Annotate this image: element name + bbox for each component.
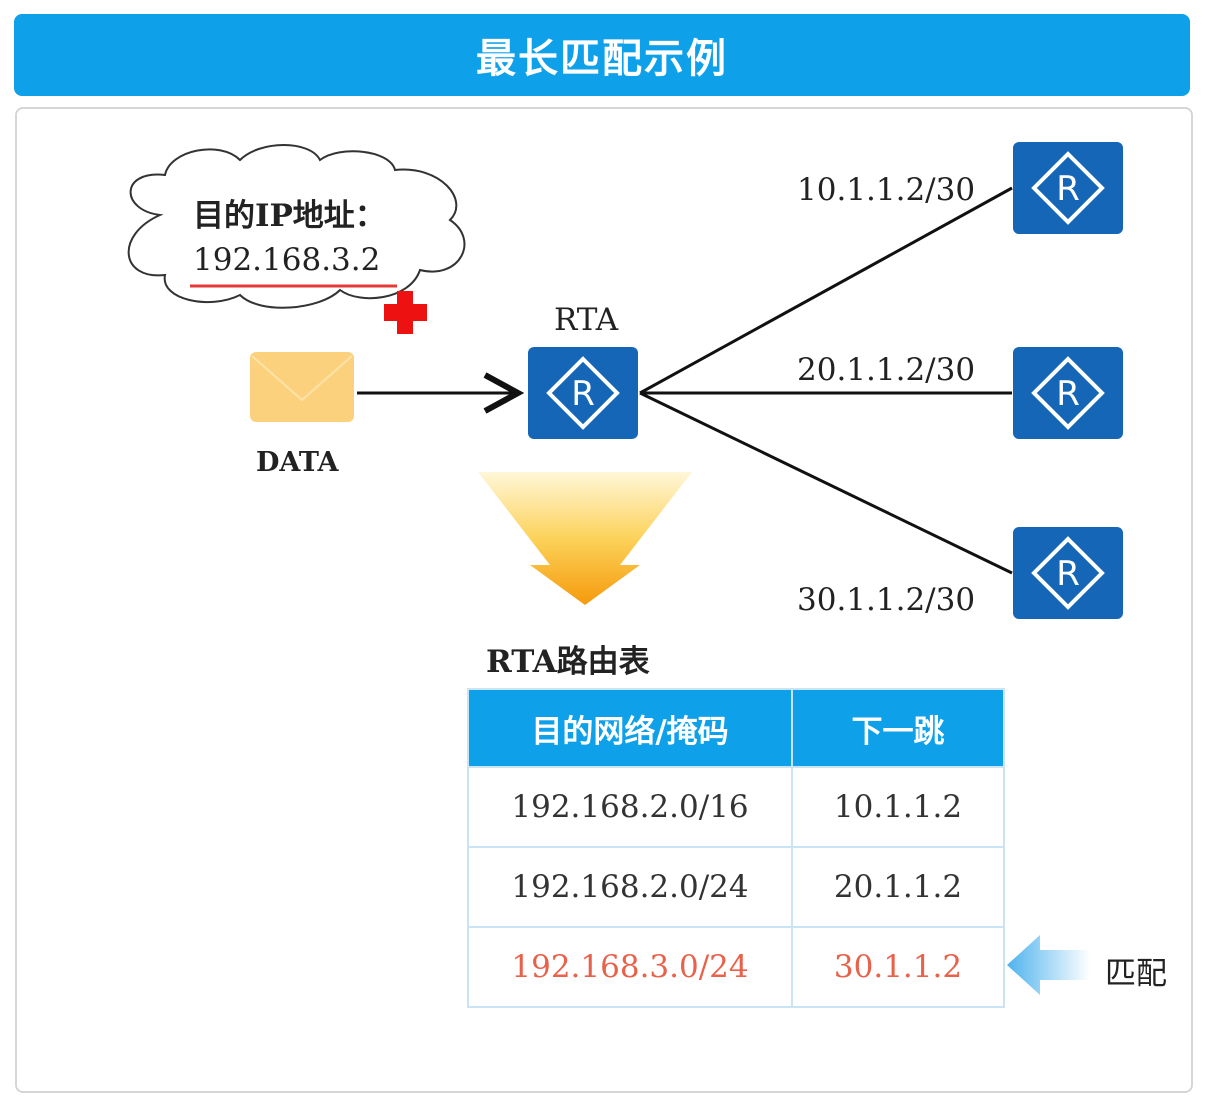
link-1 xyxy=(639,186,1013,395)
routing-table-caption: RTA路由表 xyxy=(486,644,650,680)
router-next-hop-1[interactable]: R xyxy=(1013,142,1123,234)
table-row-matched: 192.168.3.0/24 30.1.1.2 xyxy=(467,926,1005,1008)
router-next-hop-2[interactable]: R xyxy=(1013,347,1123,439)
match-arrow-icon xyxy=(1007,935,1090,995)
svg-text:R: R xyxy=(1056,554,1080,594)
router-icon: R xyxy=(1031,151,1105,225)
title-bar: 最长匹配示例 xyxy=(14,14,1190,96)
next-hop-cell: 30.1.1.2 xyxy=(791,926,1005,1008)
router-icon: R xyxy=(1031,536,1105,610)
link-2-address: 20.1.1.2/30 xyxy=(797,352,976,388)
table-header-row: 目的网络/掩码 下一跳 xyxy=(467,688,1005,768)
plus-icon xyxy=(384,291,427,334)
link-1-address: 10.1.1.2/30 xyxy=(797,172,976,208)
header-destination: 目的网络/掩码 xyxy=(467,688,793,768)
table-row: 192.168.2.0/16 10.1.1.2 xyxy=(467,766,1005,848)
packet-label: DATA xyxy=(256,447,339,478)
envelope-icon xyxy=(250,352,354,422)
svg-text:R: R xyxy=(1056,169,1080,209)
svg-text:R: R xyxy=(571,374,595,414)
destination-cell: 192.168.2.0/24 xyxy=(467,846,793,928)
next-hop-cell: 10.1.1.2 xyxy=(791,766,1005,848)
svg-text:R: R xyxy=(1056,374,1080,414)
header-next-hop: 下一跳 xyxy=(791,688,1005,768)
destination-cell: 192.168.3.0/24 xyxy=(467,926,793,1008)
routing-table: 目的网络/掩码 下一跳 192.168.2.0/16 10.1.1.2 192.… xyxy=(467,688,1005,1008)
link-3-address: 30.1.1.2/30 xyxy=(797,582,976,618)
destination-cell: 192.168.2.0/16 xyxy=(467,766,793,848)
cloud-label: 目的IP地址： xyxy=(193,198,386,234)
link-3 xyxy=(639,391,1013,575)
router-next-hop-3[interactable]: R xyxy=(1013,527,1123,619)
diagram-panel xyxy=(15,107,1193,1093)
router-icon: R xyxy=(546,356,620,430)
destination-ip: 192.168.3.2 xyxy=(193,242,381,278)
down-funnel-arrow-icon xyxy=(478,472,692,605)
router-rta-label: RTA xyxy=(554,302,619,338)
cloud-shape xyxy=(127,144,466,309)
router-icon: R xyxy=(1031,356,1105,430)
table-row: 192.168.2.0/24 20.1.1.2 xyxy=(467,846,1005,928)
next-hop-cell: 20.1.1.2 xyxy=(791,846,1005,928)
match-label: 匹配 xyxy=(1105,956,1167,992)
router-rta[interactable]: R xyxy=(528,347,638,439)
